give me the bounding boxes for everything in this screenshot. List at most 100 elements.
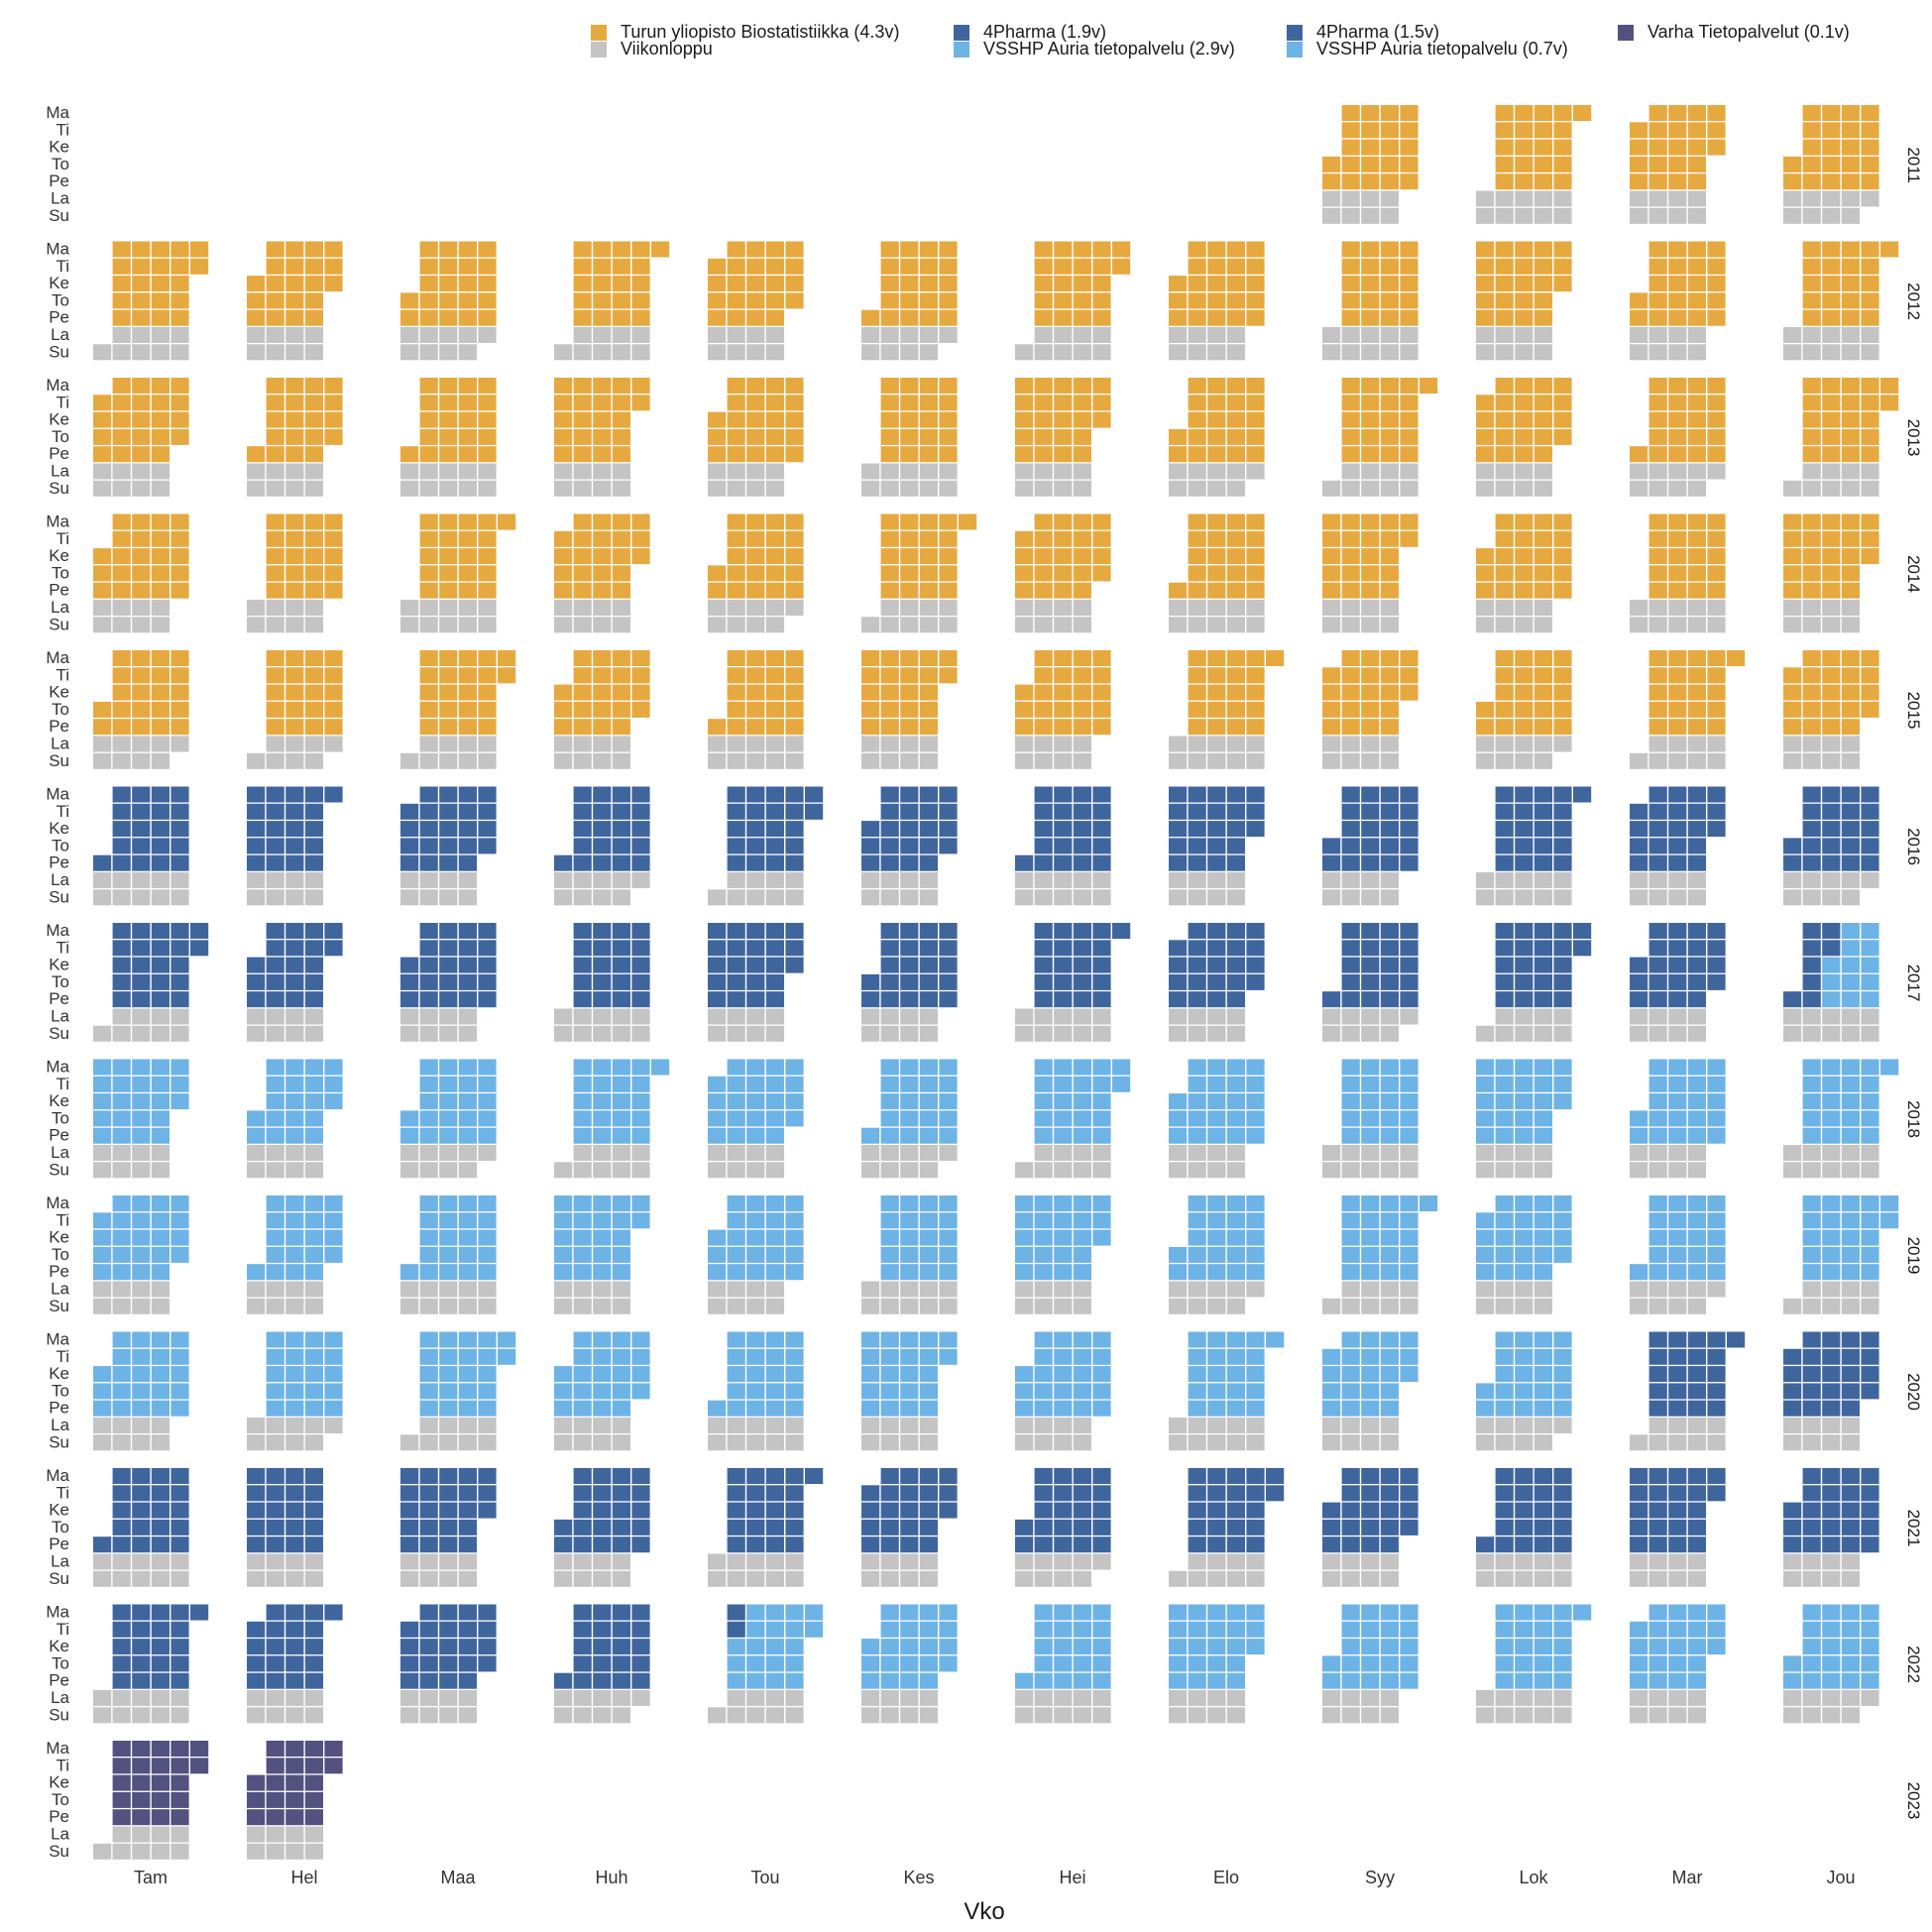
day-cell bbox=[1687, 548, 1706, 565]
day-cell bbox=[1861, 1246, 1879, 1263]
day-cell bbox=[785, 1246, 804, 1263]
day-cell bbox=[1668, 872, 1687, 888]
day-cell bbox=[765, 530, 784, 547]
day-cell bbox=[132, 1281, 151, 1298]
day-cell bbox=[1822, 973, 1841, 990]
day-cell bbox=[112, 1093, 131, 1110]
day-cell bbox=[1015, 1212, 1034, 1229]
day-cell bbox=[132, 1655, 151, 1672]
day-cell bbox=[746, 1672, 765, 1689]
day-cell bbox=[439, 889, 458, 906]
day-cell bbox=[746, 1331, 765, 1348]
day-cell bbox=[573, 1536, 592, 1553]
day-cell bbox=[1341, 1604, 1360, 1621]
day-cell bbox=[1092, 1145, 1111, 1161]
day-cell bbox=[1073, 428, 1091, 445]
day-cell bbox=[93, 395, 112, 411]
day-cell bbox=[1169, 1162, 1188, 1179]
day-cell bbox=[727, 1195, 745, 1211]
day-cell bbox=[285, 1843, 304, 1860]
day-cell bbox=[1515, 650, 1534, 666]
day-cell bbox=[1822, 1621, 1841, 1638]
day-cell bbox=[939, 258, 958, 275]
day-cell bbox=[1380, 600, 1399, 616]
day-cell bbox=[1341, 957, 1360, 973]
day-cell bbox=[880, 1468, 899, 1484]
day-cell bbox=[1361, 1502, 1380, 1519]
day-cell bbox=[593, 1690, 612, 1706]
day-cell bbox=[1188, 582, 1206, 599]
day-cell bbox=[419, 309, 438, 326]
day-cell bbox=[458, 309, 477, 326]
day-cell bbox=[727, 395, 745, 411]
day-cell bbox=[880, 667, 899, 684]
day-cell bbox=[1400, 1162, 1419, 1179]
day-cell bbox=[1841, 940, 1860, 957]
day-cell bbox=[1476, 1536, 1495, 1553]
day-cell bbox=[1668, 1212, 1687, 1229]
day-cell bbox=[1188, 736, 1206, 752]
day-cell bbox=[1034, 1502, 1053, 1519]
day-cell bbox=[1246, 1383, 1265, 1400]
day-cell bbox=[1188, 1655, 1206, 1672]
day-cell bbox=[1034, 1418, 1053, 1433]
day-cell bbox=[1822, 1348, 1841, 1365]
day-cell bbox=[266, 1195, 284, 1211]
day-cell bbox=[112, 1672, 131, 1689]
day-cell bbox=[1668, 463, 1687, 480]
day-cell bbox=[304, 786, 323, 803]
day-cell bbox=[1054, 838, 1073, 854]
day-cell bbox=[1400, 923, 1419, 939]
day-cell bbox=[1687, 650, 1706, 666]
day-cell bbox=[1861, 1093, 1879, 1110]
day-cell bbox=[132, 411, 151, 428]
day-cell bbox=[1073, 973, 1091, 990]
day-cell bbox=[746, 582, 765, 599]
day-cell bbox=[1648, 973, 1667, 990]
weekday-label: La bbox=[51, 1825, 69, 1844]
day-cell bbox=[554, 1434, 573, 1451]
day-cell bbox=[1341, 1553, 1360, 1570]
day-cell bbox=[765, 940, 784, 957]
day-cell bbox=[1361, 1434, 1380, 1451]
day-cell bbox=[861, 1485, 880, 1502]
day-cell bbox=[1073, 1110, 1091, 1127]
day-cell bbox=[1783, 513, 1802, 530]
day-cell bbox=[132, 752, 151, 769]
day-cell bbox=[1380, 1093, 1399, 1110]
day-cell bbox=[132, 889, 151, 906]
day-cell bbox=[478, 258, 497, 275]
day-cell bbox=[400, 1025, 419, 1042]
day-cell bbox=[746, 1570, 765, 1587]
day-cell bbox=[1361, 1707, 1380, 1724]
day-cell bbox=[919, 1707, 938, 1724]
day-cell bbox=[285, 752, 304, 769]
day-cell bbox=[1169, 1621, 1188, 1638]
day-cell bbox=[1188, 1264, 1206, 1281]
day-cell bbox=[1822, 1229, 1841, 1246]
day-cell bbox=[939, 309, 958, 326]
day-cell bbox=[1802, 701, 1821, 718]
day-cell bbox=[765, 1059, 784, 1076]
day-cell bbox=[1034, 736, 1053, 752]
day-cell bbox=[880, 701, 899, 718]
day-cell bbox=[1783, 667, 1802, 684]
day-cell bbox=[1553, 1519, 1572, 1535]
day-cell bbox=[400, 1707, 419, 1724]
day-cell bbox=[1553, 821, 1572, 838]
day-cell bbox=[746, 1383, 765, 1400]
day-cell bbox=[1341, 241, 1360, 258]
day-cell bbox=[1534, 446, 1552, 463]
day-cell bbox=[1668, 122, 1687, 139]
day-cell bbox=[170, 1672, 189, 1689]
day-cell bbox=[1054, 854, 1073, 871]
day-cell bbox=[900, 752, 919, 769]
day-cell bbox=[1630, 854, 1648, 871]
day-cell bbox=[1034, 1621, 1053, 1638]
day-cell bbox=[1073, 786, 1091, 803]
day-cell bbox=[419, 1690, 438, 1706]
day-cell bbox=[1188, 241, 1206, 258]
day-cell bbox=[861, 1366, 880, 1383]
day-cell bbox=[132, 1758, 151, 1774]
day-cell bbox=[1515, 173, 1534, 190]
